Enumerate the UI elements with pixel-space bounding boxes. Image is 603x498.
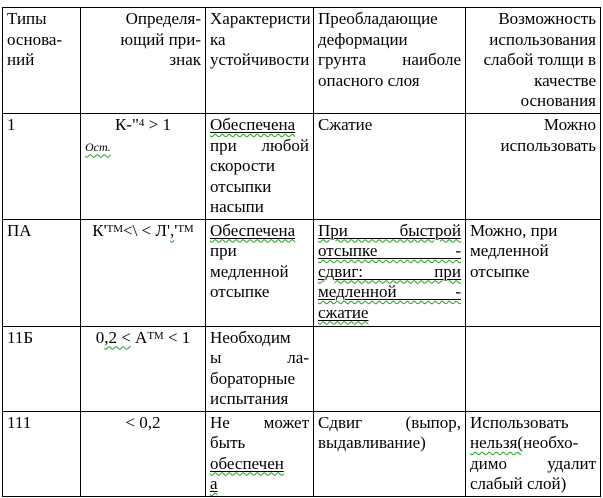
cell-usability: Можно, при медленной отсыпке [465, 218, 601, 327]
cell-type-label: 11Б [2, 325, 81, 412]
cell-defining-feature: К'ТМ<\ < Л','ТМ [80, 218, 206, 327]
cell-deformations [313, 325, 466, 412]
cell-type-label: 1 [2, 113, 81, 220]
cell-deformations: Сжатие [313, 113, 466, 220]
cell-defining-feature: К-"4 > 1 Ост. [80, 113, 206, 220]
cell-usability: Можно использовать [465, 113, 601, 220]
cell-deformations: При быстрой отсыпке - сдвиг: при медленн… [313, 218, 466, 327]
cell-defining-feature: 0,2 < АТМ < 1 [80, 325, 206, 412]
foundation-types-table: Типы основа- ний Определя- ющий при- зна… [2, 7, 601, 497]
cell-deformations: Сдвиг (выпор, выдавливание) [313, 410, 466, 497]
header-cell-foundation-types: Типы основа- ний [2, 7, 81, 114]
header-cell-prevailing-deformations: Преобладающие деформации грунта наиболе о… [313, 7, 466, 114]
cell-usability [465, 325, 601, 412]
cell-stability: Обеспечена при медленной отсыпке [205, 218, 314, 327]
cell-defining-feature: < 0,2 [80, 410, 206, 497]
cell-type-label: ПА [2, 218, 81, 327]
table-row-type-1: 1 К-"4 > 1 Ост. Обеспечена при любой скор… [2, 113, 601, 220]
cell-stability: Обеспечена при любой скорости отсыпки на… [205, 113, 314, 220]
cell-stability: Необходим ы ла- бораторные испытания [205, 325, 314, 412]
cell-usability: Использовать нельзя(необхо- димо удалит с… [465, 410, 601, 497]
header-cell-defining-feature: Определя- ющий при- знак [80, 7, 206, 114]
table-row-type-2b: 11Б 0,2 < АТМ < 1 Необходим ы ла- борато… [2, 325, 601, 412]
table-row-type-2a: ПА К'ТМ<\ < Л','ТМ Обеспечена при медлен… [2, 218, 601, 327]
header-cell-usability: Возможность использования слабой толщи в… [465, 7, 601, 114]
cell-stability: Не может быть обеспечен а [205, 410, 314, 497]
cell-type-label: 111 [2, 410, 81, 497]
header-cell-stability-characteristic: Характеристи ка устойчивости [205, 7, 314, 114]
table-header-row: Типы основа- ний Определя- ющий при- зна… [2, 7, 601, 114]
table-row-type-3: 111 < 0,2 Не может быть обеспечен а Сдви… [2, 410, 601, 497]
